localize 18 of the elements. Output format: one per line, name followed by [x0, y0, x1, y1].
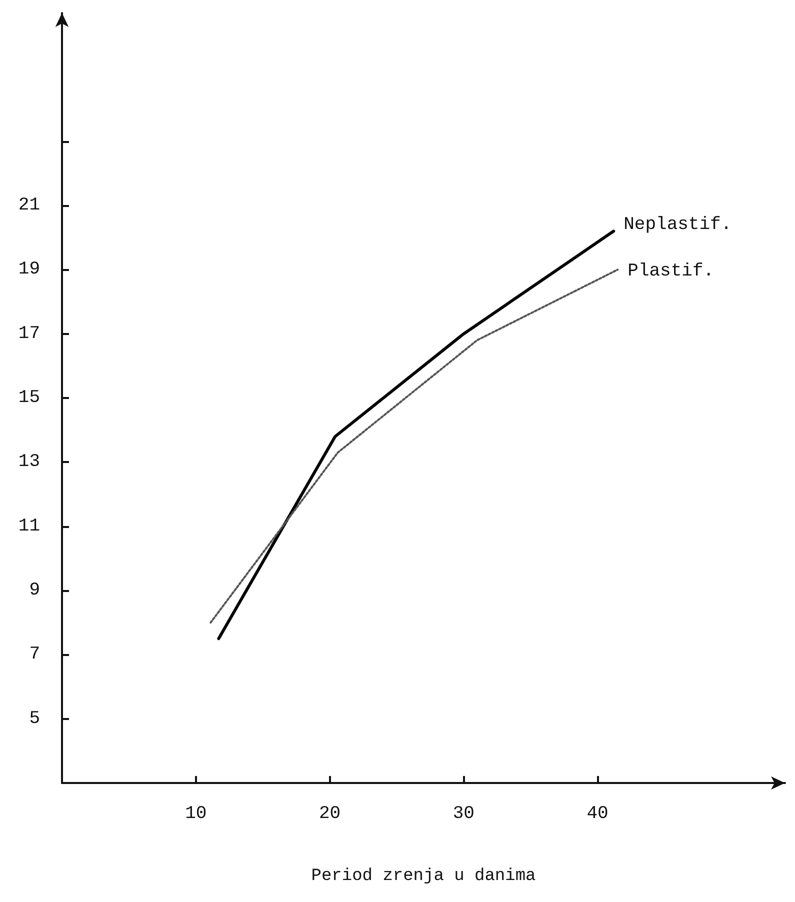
line-series [217, 230, 616, 640]
series-label: Neplastif. [624, 215, 732, 236]
y-tick-label: 19 [18, 260, 40, 280]
x-tick-label: 20 [318, 804, 341, 824]
y-tick-label: 13 [18, 452, 40, 472]
x-tick-label: 10 [185, 804, 207, 824]
series-label: Plastif. [628, 262, 714, 282]
x-axis-title: Period zrenja u danima [311, 867, 536, 886]
y-tick-label: 7 [29, 644, 40, 665]
y-tick-label: 17 [18, 324, 40, 344]
y-tick-label: 11 [18, 516, 40, 536]
y-tick-label: 21 [18, 196, 40, 216]
y-tick-label: 15 [18, 388, 40, 408]
y-tick-label: 9 [29, 580, 40, 600]
y-tick-label: 5 [29, 708, 40, 729]
x-tick-label: 40 [586, 804, 608, 824]
line-series [210, 268, 619, 624]
x-tick-label: 30 [452, 804, 474, 824]
